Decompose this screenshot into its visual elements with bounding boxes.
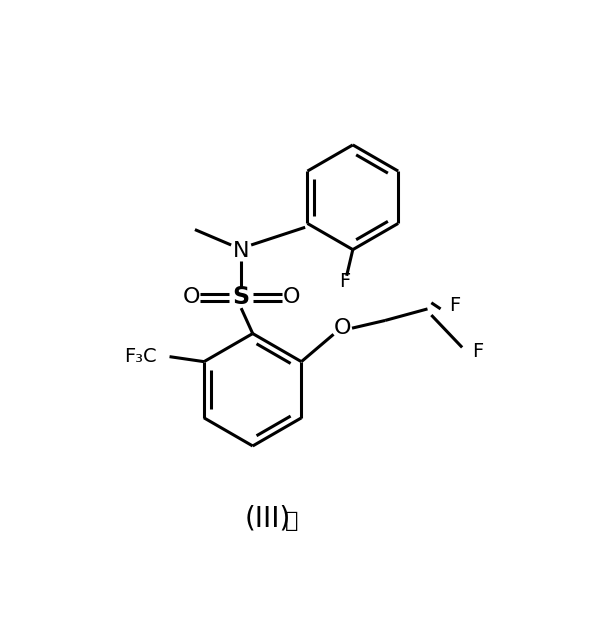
Text: O: O: [334, 318, 352, 338]
Text: F: F: [339, 272, 350, 292]
Text: F: F: [449, 295, 460, 314]
Text: O: O: [182, 287, 200, 307]
Text: 。: 。: [284, 511, 298, 530]
Text: F₃C: F₃C: [124, 347, 157, 366]
Text: F: F: [472, 341, 483, 361]
Text: S: S: [232, 285, 250, 309]
Text: O: O: [283, 287, 300, 307]
Text: N: N: [233, 241, 249, 261]
Text: (III): (III): [245, 505, 291, 532]
